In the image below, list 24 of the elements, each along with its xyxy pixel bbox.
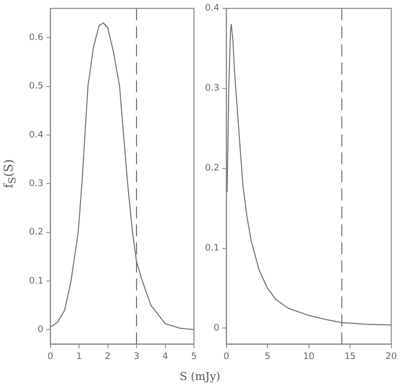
y-tick-label: 0.3	[28, 178, 44, 189]
y-tick-label: 0.5	[28, 82, 44, 92]
y-tick-label: 0	[38, 324, 44, 335]
x-tick-label: 2	[104, 352, 111, 362]
y-tick-label: 0.6	[28, 32, 44, 43]
y-tick-label: 0.2	[28, 228, 44, 238]
y-tick-label: 0.1	[204, 244, 220, 254]
x-tick-label: 15	[344, 352, 356, 362]
x-tick-label: 0	[47, 352, 54, 362]
y-tick-label: 0.4	[204, 4, 220, 14]
x-tick-label: 5	[264, 352, 270, 362]
x-tick-label: 20	[386, 352, 398, 362]
x-axis-title: S (mJy)	[178, 370, 222, 383]
x-tick-label: 10	[303, 352, 315, 362]
y-tick-label: 0	[214, 324, 220, 334]
y-tick-label: 0.2	[204, 164, 220, 174]
x-tick-label: 1	[76, 352, 82, 362]
y-tick-label: 0.1	[28, 276, 44, 286]
x-tick-label: 3	[134, 352, 140, 362]
x-tick-label: 0	[223, 352, 230, 362]
x-tick-label: 4	[162, 352, 168, 362]
x-tick-label: 5	[191, 352, 197, 362]
y-tick-label: 0.4	[28, 130, 44, 140]
y-tick-label: 0.3	[204, 84, 220, 94]
